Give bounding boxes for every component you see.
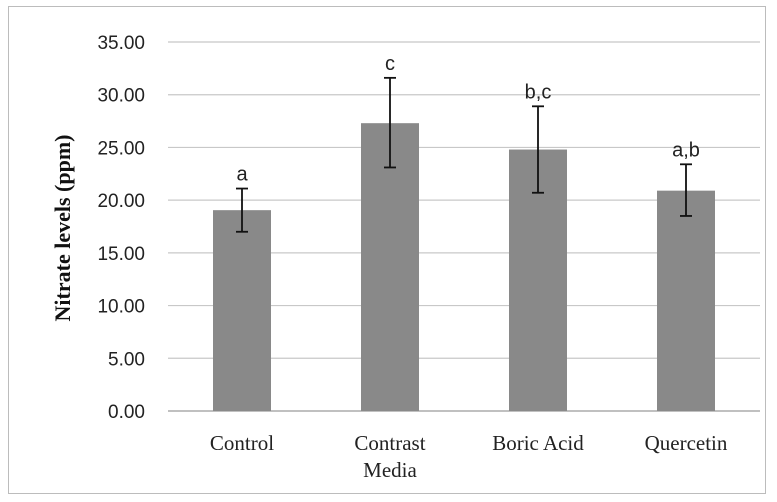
x-category-label: Control: [210, 431, 274, 455]
error-bars: [236, 76, 692, 233]
y-tick-label: 10.00: [97, 297, 145, 318]
y-tick-label: 5.00: [108, 349, 145, 370]
significance-annotations: a c b,c a,b: [236, 53, 699, 186]
significance-label: a,b: [672, 139, 700, 161]
x-category-label: Boric Acid: [492, 431, 584, 455]
x-category-label: Contrast: [354, 431, 425, 455]
significance-label: b,c: [525, 81, 552, 103]
y-axis-label: Nitrate levels (ppm): [50, 135, 75, 322]
y-tick-label: 15.00: [97, 244, 145, 265]
y-tick-label: 25.00: [97, 138, 145, 159]
significance-label: c: [385, 53, 395, 75]
x-category-labels: Control Contrast Media Boric Acid Quercetin: [210, 431, 728, 482]
y-tick-label: 0.00: [108, 402, 145, 423]
bars: [213, 123, 715, 412]
y-tick-label: 30.00: [97, 86, 145, 107]
bar: [361, 123, 419, 412]
bar: [657, 190, 715, 411]
y-tick-label: 35.00: [97, 33, 145, 54]
significance-label: a: [236, 164, 248, 186]
bar: [213, 210, 271, 411]
x-category-label: Quercetin: [645, 431, 728, 455]
y-tick-label: 20.00: [97, 191, 145, 212]
x-category-label: Media: [363, 458, 417, 482]
y-tick-labels: 0.00 5.00 10.00 15.00 20.00 25.00 30.00 35.00: [97, 33, 145, 423]
